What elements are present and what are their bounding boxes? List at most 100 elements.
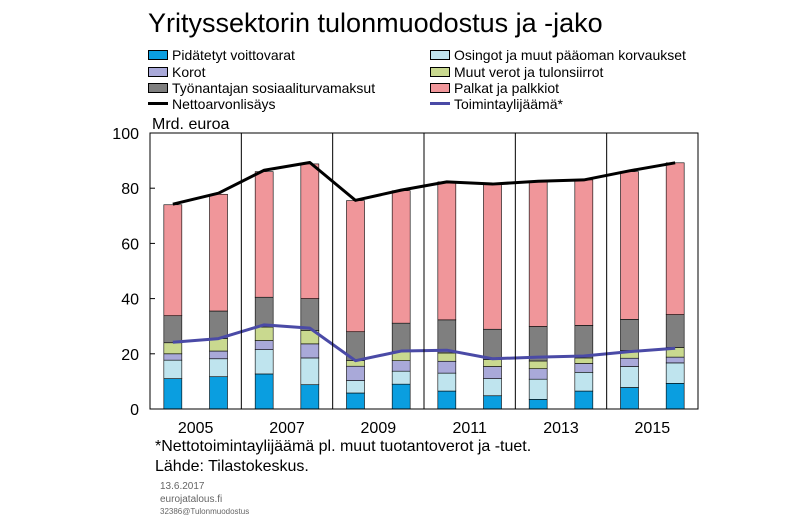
legend-label: Muut verot ja tulonsiirrot	[454, 64, 604, 80]
bar-osingot-ja-muut-paaoman-korvaukset-2011	[437, 372, 457, 392]
bar-korot-2013	[528, 368, 548, 380]
x-tick-label: 2015	[635, 420, 671, 437]
legend-swatch-korot	[148, 67, 168, 77]
legend-label: Toimintaylijäämä*	[454, 96, 563, 112]
legend-swatch-muut-verot	[430, 67, 450, 77]
bar-muut-verot-ja-tulonsiirrot-2014	[574, 357, 594, 364]
bar-osingot-ja-muut-paaoman-korvaukset-2007	[254, 349, 274, 375]
y-tick-label: 20	[121, 347, 139, 364]
bar-tyonantajan-sosiaaliturvamaksut-2007	[254, 296, 274, 328]
bar-pidatetyt-voittovarat-2014	[574, 390, 594, 410]
legend-label: Nettoarvonlisäys	[172, 96, 276, 112]
bar-palkat-ja-palkkiot-2015	[620, 171, 639, 320]
bar-pidatetyt-voittovarat-2011	[437, 390, 457, 410]
bar-korot-2016	[665, 356, 685, 364]
bar-palkat-ja-palkkiot-2007	[254, 171, 274, 298]
legend-line-toimintaylijaama	[430, 102, 450, 105]
bar-korot-2005	[163, 353, 183, 361]
y-tick-label: 80	[121, 181, 139, 198]
axes-layer: 0 20 40 60 80 100 2005 2007 2009 2011 2013 2015	[112, 126, 699, 437]
bar-palkat-ja-palkkiot-2006	[209, 193, 228, 312]
bar-pidatetyt-voittovarat-2012	[483, 395, 502, 410]
publication-date: 13.6.2017	[160, 481, 205, 492]
bar-osingot-ja-muut-paaoman-korvaukset-2012	[483, 378, 502, 397]
bar-korot-2012	[483, 366, 502, 379]
bar-palkat-ja-palkkiot-2013	[528, 181, 548, 327]
bar-pidatetyt-voittovarat-2010	[391, 383, 411, 410]
bar-osingot-ja-muut-paaoman-korvaukset-2016	[665, 362, 685, 384]
legend-label: Osingot ja muut pääoman korvaukset	[454, 47, 686, 63]
bar-tyonantajan-sosiaaliturvamaksut-2014	[574, 325, 594, 359]
legend-label: Pidätetyt voittovarat	[172, 47, 295, 63]
legend-label: Työnantajan sosiaaliturvamaksut	[172, 80, 376, 96]
bar-muut-verot-ja-tulonsiirrot-2011	[437, 352, 457, 362]
bar-korot-2007	[254, 340, 274, 350]
legend-swatch-pidatetyt-voittovarat	[148, 50, 168, 60]
legend-label: Palkat ja palkkiot	[454, 80, 560, 96]
bar-palkat-ja-palkkiot-2012	[483, 183, 502, 330]
bar-osingot-ja-muut-paaoman-korvaukset-2014	[574, 371, 594, 392]
x-tick-label: 2011	[452, 420, 487, 437]
bar-muut-verot-ja-tulonsiirrot-2012	[483, 359, 502, 367]
unit-label: Mrd. euroa	[152, 116, 230, 133]
bar-osingot-ja-muut-paaoman-korvaukset-2005	[163, 359, 183, 379]
y-tick-label: 100	[112, 126, 139, 143]
bar-korot-2014	[574, 363, 594, 373]
bar-palkat-ja-palkkiot-2011	[437, 181, 457, 321]
source-note: Lähde: Tilastokeskus.	[155, 458, 309, 475]
bar-palkat-ja-palkkiot-2016	[665, 162, 685, 315]
bar-palkat-ja-palkkiot-2008	[300, 163, 320, 299]
x-tick-label: 2005	[178, 420, 214, 437]
bar-pidatetyt-voittovarat-2016	[665, 383, 685, 410]
bar-korot-2006	[209, 350, 228, 360]
x-tick-label: 2007	[269, 420, 305, 437]
bar-osingot-ja-muut-paaoman-korvaukset-2010	[391, 370, 411, 385]
bar-muut-verot-ja-tulonsiirrot-2007	[254, 326, 274, 341]
bar-palkat-ja-palkkiot-2009	[346, 200, 365, 333]
bar-muut-verot-ja-tulonsiirrot-2005	[163, 342, 183, 355]
bar-pidatetyt-voittovarat-2013	[528, 399, 548, 410]
bar-korot-2011	[437, 360, 457, 374]
y-tick-label: 60	[121, 236, 139, 253]
bar-korot-2010	[391, 360, 411, 372]
bar-osingot-ja-muut-paaoman-korvaukset-2013	[528, 378, 548, 400]
x-tick-label: 2009	[361, 420, 397, 437]
bar-pidatetyt-voittovarat-2015	[620, 387, 639, 410]
chart-title: Yrityssektorin tulonmuodostus ja -jako	[148, 8, 603, 38]
bar-palkat-ja-palkkiot-2005	[163, 204, 183, 317]
bar-pidatetyt-voittovarat-2006	[209, 376, 228, 410]
bar-pidatetyt-voittovarat-2005	[163, 378, 183, 410]
bar-muut-verot-ja-tulonsiirrot-2013	[528, 360, 548, 370]
bar-tyonantajan-sosiaaliturvamaksut-2008	[300, 298, 320, 331]
site-name: eurojatalous.fi	[160, 494, 223, 505]
bar-osingot-ja-muut-paaoman-korvaukset-2015	[620, 366, 639, 388]
bar-korot-2008	[300, 343, 320, 359]
bar-osingot-ja-muut-paaoman-korvaukset-2008	[300, 357, 320, 386]
bar-korot-2015	[620, 357, 639, 367]
legend-swatch-osingot	[430, 50, 450, 60]
legend-label: Korot	[172, 64, 206, 80]
legend-swatch-palkat	[430, 83, 450, 93]
chart-code: 32386@Tulonmuodostus	[160, 507, 250, 516]
bar-tyonantajan-sosiaaliturvamaksut-2016	[665, 314, 685, 348]
bar-korot-2009	[346, 365, 365, 381]
bar-tyonantajan-sosiaaliturvamaksut-2011	[437, 319, 457, 354]
bar-tyonantajan-sosiaaliturvamaksut-2010	[391, 322, 411, 352]
bar-tyonantajan-sosiaaliturvamaksut-2006	[209, 310, 228, 339]
bar-tyonantajan-sosiaaliturvamaksut-2012	[483, 328, 502, 360]
bar-tyonantajan-sosiaaliturvamaksut-2005	[163, 315, 183, 344]
legend-swatch-sosiaaliturvamaksut	[148, 83, 168, 93]
bar-palkat-ja-palkkiot-2014	[574, 179, 594, 326]
bar-osingot-ja-muut-paaoman-korvaukset-2006	[209, 358, 228, 378]
bar-palkat-ja-palkkiot-2010	[391, 190, 411, 324]
bar-pidatetyt-voittovarat-2008	[300, 384, 320, 410]
bar-pidatetyt-voittovarat-2007	[254, 373, 274, 410]
bars-layer	[163, 162, 685, 410]
footnote: *Nettotoimintaylijäämä pl. muut tuotanto…	[155, 438, 532, 455]
x-tick-label: 2013	[543, 420, 579, 437]
bar-osingot-ja-muut-paaoman-korvaukset-2009	[346, 380, 365, 394]
bar-tyonantajan-sosiaaliturvamaksut-2015	[620, 318, 639, 351]
y-tick-label: 40	[121, 292, 139, 309]
legend-line-nettoarvonlisays	[148, 102, 168, 105]
